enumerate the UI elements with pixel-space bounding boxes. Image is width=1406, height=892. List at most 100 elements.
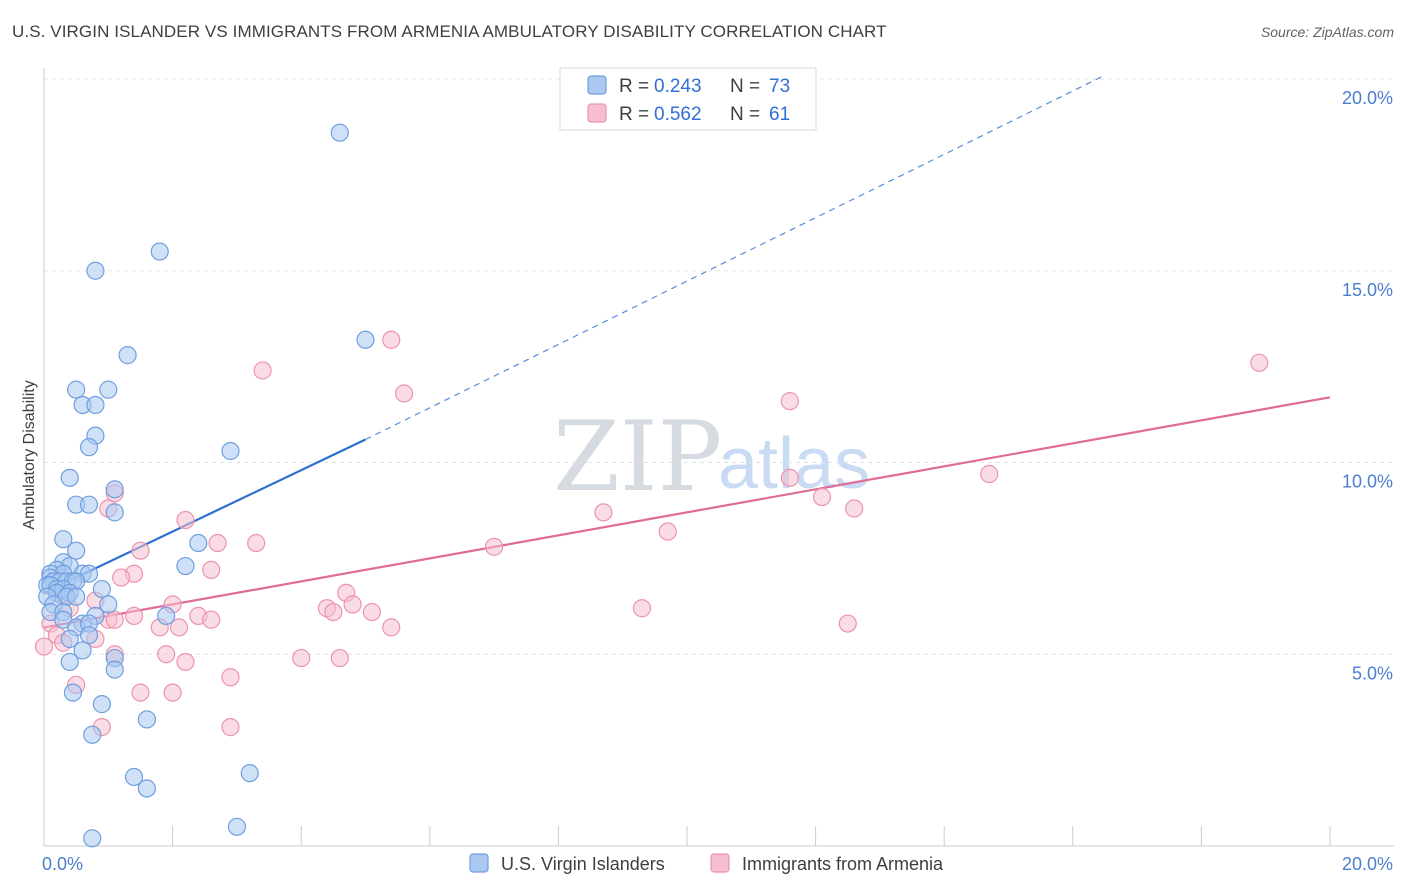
- point-series1-49: [157, 606, 176, 626]
- watermark-zip: ZIP: [553, 401, 722, 513]
- point-series1-65: [240, 764, 259, 783]
- point-series2-54: [221, 718, 240, 737]
- point-series2-25: [343, 595, 362, 614]
- trend-line-series1: [43, 438, 366, 594]
- point-series2-39: [838, 614, 857, 633]
- point-series2-47: [176, 652, 195, 672]
- point-series2-34: [105, 610, 124, 629]
- trend-line-series2: [43, 396, 1331, 629]
- point-series2-37: [169, 618, 189, 637]
- point-series2-53: [163, 683, 182, 702]
- point-series1-58: [60, 652, 79, 672]
- watermark-atlas: atlas: [718, 424, 870, 504]
- correlation-legend: R = 0.243 N = 73 R = 0.562 N = 61: [559, 67, 817, 131]
- point-series1-0: [330, 123, 349, 142]
- gridlines: [44, 78, 1394, 655]
- chart-title: U.S. VIRGIN ISLANDER VS IMMIGRANTS FROM …: [12, 22, 887, 41]
- point-series1-60: [63, 683, 83, 702]
- legend-n-value-2: 61: [769, 104, 790, 125]
- point-series2-16: [485, 537, 504, 556]
- point-series1-61: [92, 695, 111, 714]
- x-tick-label-min: 0.0%: [42, 854, 83, 874]
- point-series2-38: [382, 618, 401, 637]
- point-series1-6: [99, 380, 118, 399]
- x-tick-label-max: 20.0%: [1342, 854, 1393, 874]
- trend-line-series1-extension: [365, 74, 1106, 441]
- point-series2-28: [324, 602, 343, 622]
- point-series1-63: [83, 725, 102, 744]
- point-series1-45: [99, 595, 118, 614]
- point-series1-59: [105, 660, 124, 679]
- point-series2-5: [980, 464, 999, 484]
- point-series2-35: [202, 610, 221, 629]
- legend-n-label-1: N =: [730, 76, 760, 97]
- tick-labels: 5.0% 10.0% 15.0% 20.0% 0.0% 20.0%: [42, 88, 1393, 874]
- legend-n-label-2: N =: [730, 104, 760, 125]
- point-series2-52: [131, 683, 150, 702]
- point-series1-10: [79, 438, 99, 457]
- point-series1-67: [227, 817, 246, 836]
- bottom-legend-swatch-series1: [469, 853, 489, 873]
- point-series2-29: [362, 602, 382, 622]
- y-tick-label-20: 20.0%: [1342, 88, 1393, 108]
- point-series2-20: [112, 568, 131, 587]
- point-series2-30: [632, 599, 652, 618]
- series-legend: U.S. Virgin Islanders Immigrants from Ar…: [469, 853, 944, 874]
- point-series1-3: [356, 330, 375, 349]
- legend-swatch-series2: [587, 103, 607, 123]
- source-credit: Source: ZipAtlas.com: [1260, 24, 1394, 40]
- point-series2-10: [176, 510, 195, 530]
- axes: [43, 68, 1394, 847]
- point-series2-18: [202, 560, 221, 579]
- point-series1-56: [73, 641, 92, 660]
- point-series1-66: [137, 779, 156, 798]
- bottom-legend-swatch-series2: [710, 853, 730, 873]
- point-series2-50: [221, 668, 240, 687]
- point-series2-1: [253, 361, 272, 380]
- legend-r-value-2: 0.562: [654, 104, 702, 125]
- trend-lines: [43, 74, 1331, 629]
- point-series1-17: [54, 530, 73, 549]
- point-series2-14: [208, 533, 227, 553]
- data-points: [34, 123, 1269, 848]
- point-series2-43: [34, 637, 54, 656]
- point-series1-38: [92, 579, 111, 599]
- legend-n-value-1: 73: [769, 76, 790, 97]
- point-series1-43: [67, 587, 86, 606]
- y-tick-label-10: 10.0%: [1342, 472, 1393, 492]
- point-series2-49: [330, 648, 349, 668]
- point-series1-15: [79, 495, 99, 514]
- point-series1-19: [67, 541, 86, 560]
- y-tick-label-15: 15.0%: [1342, 280, 1393, 300]
- point-series1-2: [86, 261, 105, 280]
- y-tick-label-5: 5.0%: [1352, 663, 1393, 683]
- point-series1-22: [176, 556, 195, 576]
- legend-r-label-2: R =: [619, 104, 649, 125]
- point-series1-5: [67, 380, 86, 399]
- point-series2-13: [658, 522, 677, 541]
- point-series1-8: [86, 395, 105, 415]
- point-series1-62: [137, 710, 156, 729]
- point-series1-4: [118, 346, 137, 365]
- point-series1-11: [221, 441, 240, 461]
- point-series1-13: [105, 480, 124, 499]
- legend-r-value-1: 0.243: [654, 76, 702, 97]
- point-series2-3: [394, 384, 414, 403]
- point-series2-12: [594, 503, 613, 522]
- legend-swatch-series1: [587, 75, 607, 95]
- bottom-legend-label-series2: Immigrants from Armenia: [742, 854, 944, 874]
- bottom-legend-label-series1: U.S. Virgin Islanders: [501, 854, 665, 874]
- point-series2-17: [131, 541, 150, 560]
- point-series2-0: [382, 330, 401, 349]
- point-series1-16: [105, 503, 124, 522]
- legend-r-label-1: R =: [619, 76, 649, 97]
- point-series1-68: [83, 829, 102, 848]
- point-series2-4: [780, 392, 799, 411]
- point-series2-11: [845, 499, 864, 518]
- point-series2-46: [157, 645, 176, 664]
- point-series2-8: [812, 487, 832, 507]
- point-series2-48: [292, 648, 311, 668]
- point-series1-54: [79, 625, 99, 645]
- point-series2-6: [780, 468, 799, 487]
- point-series2-31: [124, 606, 144, 626]
